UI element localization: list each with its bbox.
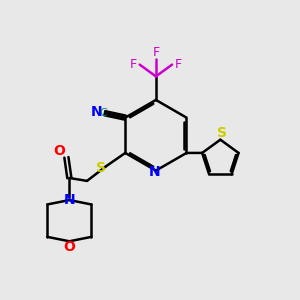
Text: O: O: [63, 240, 75, 254]
Text: S: S: [96, 161, 106, 175]
Text: O: O: [53, 145, 65, 158]
Text: N: N: [64, 193, 75, 207]
Text: N: N: [91, 105, 102, 119]
Text: F: F: [153, 46, 160, 59]
Text: F: F: [130, 58, 137, 70]
Text: C: C: [99, 108, 107, 118]
Text: S: S: [217, 126, 227, 140]
Text: F: F: [175, 58, 182, 70]
Text: N: N: [148, 165, 160, 179]
